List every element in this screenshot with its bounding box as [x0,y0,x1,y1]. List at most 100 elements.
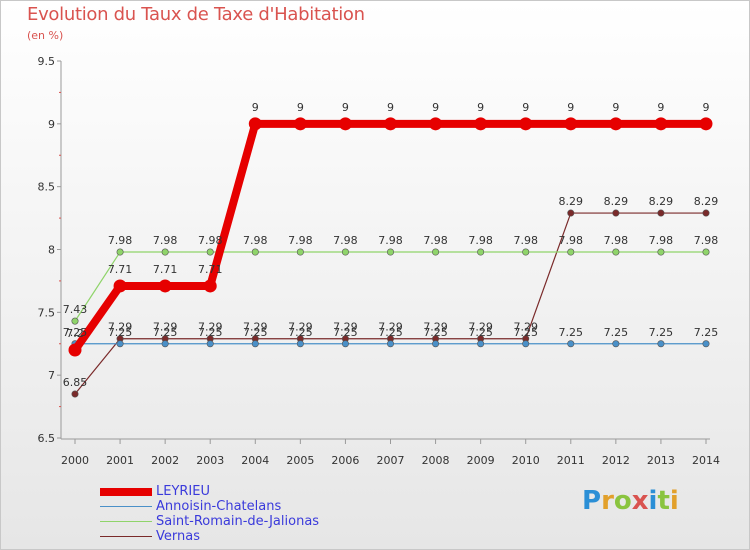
x-tick-label: 2010 [512,454,540,467]
data-label: 8.29 [604,195,629,208]
data-label: 8.29 [649,195,674,208]
data-label: 7.71 [198,263,223,276]
series-point [161,340,169,348]
y-tick-label: 8.5 [38,181,56,194]
series-point [564,117,578,131]
chart-subtitle: (en %) [27,29,64,42]
x-tick-label: 2012 [602,454,630,467]
data-label: 9 [387,101,394,114]
data-label: 9 [657,101,664,114]
series-point [71,317,79,325]
series-point [432,248,440,256]
legend-label-saint-romain: Saint-Romain-de-Jalionas [156,514,320,529]
y-tick-label: 9 [48,118,55,131]
series-point [474,117,488,131]
series-point [432,340,440,348]
series-point [699,117,713,131]
series-point [657,340,665,348]
series-point [116,248,124,256]
data-label: 7.29 [243,321,268,334]
series-point [612,248,620,256]
data-label: 7.98 [243,234,268,247]
data-label: 7.29 [423,321,448,334]
series-point [338,117,352,131]
data-label: 7.25 [63,326,88,339]
series-point [567,340,575,348]
data-label: 7.98 [423,234,448,247]
x-tick-label: 2005 [286,454,314,467]
data-label: 7.25 [559,326,584,339]
data-label: 7.25 [604,326,629,339]
data-label: 9 [477,101,484,114]
data-label: 7.25 [694,326,719,339]
x-tick-label: 2003 [196,454,224,467]
data-label: 7.98 [604,234,629,247]
series-point [341,340,349,348]
data-label: 9 [612,101,619,114]
data-label: 7.29 [198,321,223,334]
series-point [657,209,665,217]
data-label: 7.98 [694,234,719,247]
series-point [654,117,668,131]
legend-swatch-vernas [100,536,152,537]
y-tick-label: 8 [48,244,55,257]
series-point [158,279,172,293]
data-label: 7.71 [153,263,178,276]
data-label: 8.29 [694,195,719,208]
series-point [702,209,710,217]
data-label: 7.98 [288,234,313,247]
data-label: 7.43 [63,303,88,316]
data-label: 7.25 [468,326,493,339]
y-tick-label: 7.5 [38,306,56,319]
series-point [612,209,620,217]
series-point [293,117,307,131]
chart-title: Evolution du Taux de Taxe d'Habitation [27,4,365,25]
data-label: 9 [252,101,259,114]
data-label: 7.25 [153,326,178,339]
x-tick-label: 2000 [61,454,89,467]
series-point [206,248,214,256]
series-point [296,340,304,348]
x-tick-label: 2011 [557,454,585,467]
series-point [386,248,394,256]
series-point [522,340,530,348]
data-label: 9 [432,101,439,114]
x-tick-label: 2009 [467,454,495,467]
legend-swatch-saint-romain [100,521,152,522]
data-label: 9 [703,101,710,114]
series-point [477,248,485,256]
x-tick-label: 2013 [647,454,675,467]
data-label: 7.25 [288,326,313,339]
series-point [657,248,665,256]
data-label: 7.25 [108,326,133,339]
data-label: 7.2 [66,327,84,340]
series-point [248,117,262,131]
data-label: 6.85 [63,376,88,389]
data-label: 7.25 [333,326,358,339]
data-label: 9 [567,101,574,114]
data-label: 7.98 [198,234,223,247]
x-tick-label: 2007 [377,454,405,467]
data-label: 7.29 [153,321,178,334]
x-tick-label: 2014 [692,454,720,467]
series-point [113,279,127,293]
series-point [71,390,79,398]
data-label: 7.29 [288,321,313,334]
data-label: 7.29 [378,321,403,334]
data-label: 7.25 [243,326,268,339]
y-tick-label: 7 [48,369,55,382]
series-point [203,279,217,293]
x-tick-label: 2008 [422,454,450,467]
series-point [567,248,575,256]
series-point [116,340,124,348]
data-label: 7.25 [513,326,538,339]
series-point [341,248,349,256]
x-tick-label: 2002 [151,454,179,467]
legend-label-vernas: Vernas [156,529,200,544]
data-label: 7.98 [108,234,133,247]
x-tick-label: 2004 [241,454,269,467]
series-point [68,343,82,357]
series-point [429,117,443,131]
data-label: 7.25 [423,326,448,339]
